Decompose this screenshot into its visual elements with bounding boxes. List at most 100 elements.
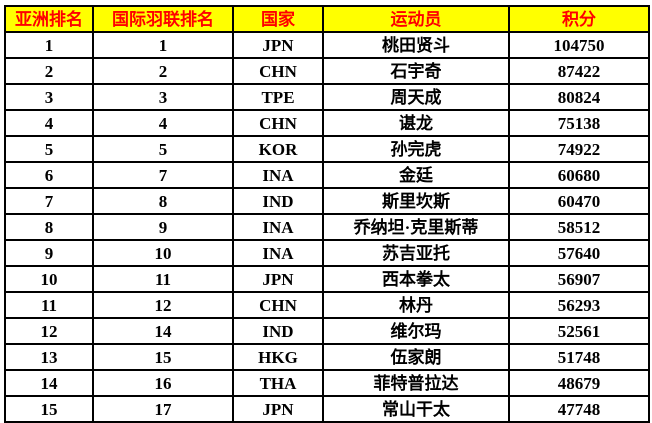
table-row: 5 5 KOR 孙完虎 74922	[4, 135, 650, 163]
cell-bwf-rank: 14	[92, 317, 234, 345]
cell-asia-rank: 5	[4, 135, 94, 163]
cell-asia-rank: 14	[4, 369, 94, 397]
cell-points: 48679	[508, 369, 650, 397]
cell-athlete: 林丹	[322, 291, 510, 319]
cell-asia-rank: 11	[4, 291, 94, 319]
table-row: 11 12 CHN 林丹 56293	[4, 291, 650, 319]
cell-country: INA	[232, 213, 324, 241]
cell-bwf-rank: 8	[92, 187, 234, 215]
cell-athlete: 乔纳坦·克里斯蒂	[322, 213, 510, 241]
table-row: 3 3 TPE 周天成 80824	[4, 83, 650, 111]
cell-asia-rank: 10	[4, 265, 94, 293]
cell-bwf-rank: 3	[92, 83, 234, 111]
cell-athlete: 常山干太	[322, 395, 510, 423]
cell-asia-rank: 4	[4, 109, 94, 137]
column-header-country: 国家	[232, 5, 324, 33]
column-header-athlete: 运动员	[322, 5, 510, 33]
cell-bwf-rank: 11	[92, 265, 234, 293]
cell-points: 56907	[508, 265, 650, 293]
cell-athlete: 孙完虎	[322, 135, 510, 163]
cell-asia-rank: 12	[4, 317, 94, 345]
cell-points: 58512	[508, 213, 650, 241]
cell-bwf-rank: 16	[92, 369, 234, 397]
header-row: 亚洲排名 国际羽联排名 国家 运动员 积分	[4, 5, 650, 33]
cell-bwf-rank: 15	[92, 343, 234, 371]
cell-country: CHN	[232, 109, 324, 137]
cell-athlete: 维尔玛	[322, 317, 510, 345]
table-row: 6 7 INA 金廷 60680	[4, 161, 650, 189]
cell-bwf-rank: 9	[92, 213, 234, 241]
cell-points: 60680	[508, 161, 650, 189]
cell-asia-rank: 8	[4, 213, 94, 241]
cell-bwf-rank: 10	[92, 239, 234, 267]
cell-bwf-rank: 4	[92, 109, 234, 137]
cell-athlete: 周天成	[322, 83, 510, 111]
cell-points: 47748	[508, 395, 650, 423]
cell-country: KOR	[232, 135, 324, 163]
table-row: 12 14 IND 维尔玛 52561	[4, 317, 650, 345]
cell-country: IND	[232, 187, 324, 215]
table-row: 15 17 JPN 常山干太 47748	[4, 395, 650, 423]
column-header-bwf-rank: 国际羽联排名	[92, 5, 234, 33]
cell-country: JPN	[232, 265, 324, 293]
cell-bwf-rank: 5	[92, 135, 234, 163]
table-row: 1 1 JPN 桃田贤斗 104750	[4, 31, 650, 59]
cell-bwf-rank: 1	[92, 31, 234, 59]
cell-points: 60470	[508, 187, 650, 215]
cell-points: 51748	[508, 343, 650, 371]
table-row: 10 11 JPN 西本拳太 56907	[4, 265, 650, 293]
cell-athlete: 石宇奇	[322, 57, 510, 85]
table-row: 7 8 IND 斯里坎斯 60470	[4, 187, 650, 215]
table-header-row: 亚洲排名 国际羽联排名 国家 运动员 积分	[4, 5, 650, 33]
cell-bwf-rank: 12	[92, 291, 234, 319]
cell-asia-rank: 15	[4, 395, 94, 423]
cell-points: 80824	[508, 83, 650, 111]
cell-points: 75138	[508, 109, 650, 137]
cell-country: JPN	[232, 31, 324, 59]
ranking-table-container: 亚洲排名 国际羽联排名 国家 运动员 积分 1 1 JPN 桃田贤斗 104750 2 2 CHN 石宇…	[4, 5, 650, 423]
cell-asia-rank: 7	[4, 187, 94, 215]
cell-points: 57640	[508, 239, 650, 267]
cell-athlete: 西本拳太	[322, 265, 510, 293]
cell-asia-rank: 2	[4, 57, 94, 85]
cell-country: IND	[232, 317, 324, 345]
cell-athlete: 菲特普拉达	[322, 369, 510, 397]
cell-country: JPN	[232, 395, 324, 423]
table-body: 1 1 JPN 桃田贤斗 104750 2 2 CHN 石宇奇 87422 3 3 TPE 周天成 8082…	[4, 31, 650, 423]
cell-athlete: 苏吉亚托	[322, 239, 510, 267]
cell-country: TPE	[232, 83, 324, 111]
table-row: 2 2 CHN 石宇奇 87422	[4, 57, 650, 85]
cell-athlete: 斯里坎斯	[322, 187, 510, 215]
cell-points: 74922	[508, 135, 650, 163]
cell-asia-rank: 3	[4, 83, 94, 111]
cell-points: 87422	[508, 57, 650, 85]
table-row: 13 15 HKG 伍家朗 51748	[4, 343, 650, 371]
table-row: 4 4 CHN 谌龙 75138	[4, 109, 650, 137]
cell-country: THA	[232, 369, 324, 397]
cell-bwf-rank: 2	[92, 57, 234, 85]
cell-asia-rank: 13	[4, 343, 94, 371]
cell-country: HKG	[232, 343, 324, 371]
cell-country: CHN	[232, 57, 324, 85]
table-row: 9 10 INA 苏吉亚托 57640	[4, 239, 650, 267]
table-row: 14 16 THA 菲特普拉达 48679	[4, 369, 650, 397]
column-header-points: 积分	[508, 5, 650, 33]
cell-athlete: 金廷	[322, 161, 510, 189]
cell-points: 104750	[508, 31, 650, 59]
cell-bwf-rank: 7	[92, 161, 234, 189]
cell-bwf-rank: 17	[92, 395, 234, 423]
cell-athlete: 伍家朗	[322, 343, 510, 371]
cell-country: INA	[232, 239, 324, 267]
cell-athlete: 谌龙	[322, 109, 510, 137]
cell-asia-rank: 1	[4, 31, 94, 59]
cell-points: 52561	[508, 317, 650, 345]
cell-asia-rank: 6	[4, 161, 94, 189]
cell-country: INA	[232, 161, 324, 189]
cell-points: 56293	[508, 291, 650, 319]
table-row: 8 9 INA 乔纳坦·克里斯蒂 58512	[4, 213, 650, 241]
cell-asia-rank: 9	[4, 239, 94, 267]
ranking-table: 亚洲排名 国际羽联排名 国家 运动员 积分 1 1 JPN 桃田贤斗 104750 2 2 CHN 石宇…	[4, 5, 650, 423]
cell-athlete: 桃田贤斗	[322, 31, 510, 59]
column-header-asia-rank: 亚洲排名	[4, 5, 94, 33]
cell-country: CHN	[232, 291, 324, 319]
